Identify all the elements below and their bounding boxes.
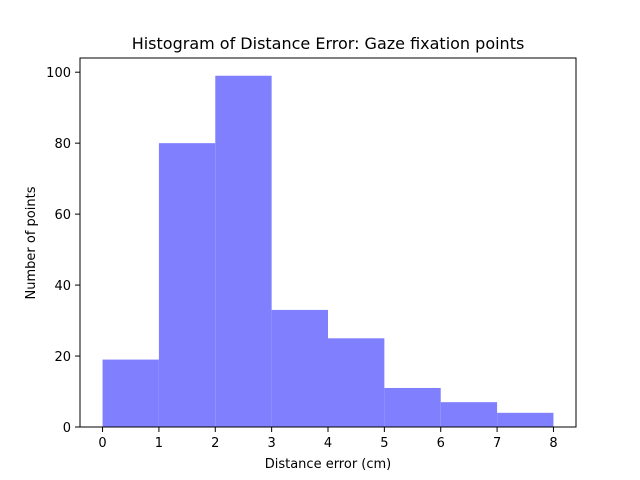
x-tick-label-6: 6 <box>437 436 445 451</box>
x-axis-ticks: 0 1 2 3 4 5 6 7 8 <box>98 427 558 451</box>
bar-7 <box>497 412 554 427</box>
bar-3 <box>271 309 328 427</box>
bars-group <box>102 75 554 427</box>
x-tick-label-7: 7 <box>493 436 501 451</box>
y-axis-label: Number of points <box>24 186 39 299</box>
bar-6 <box>440 402 498 427</box>
x-tick-label-0: 0 <box>98 436 106 451</box>
chart-title: Histogram of Distance Error: Gaze fixati… <box>132 34 525 53</box>
y-tick-label-5: 100 <box>46 66 71 81</box>
bar-4 <box>328 338 385 427</box>
bar-2 <box>215 75 272 427</box>
x-tick-label-3: 3 <box>267 436 275 451</box>
y-tick-label-0: 0 <box>63 421 71 436</box>
x-tick-label-2: 2 <box>211 436 219 451</box>
x-tick-label-5: 5 <box>380 436 388 451</box>
bar-0 <box>102 359 159 427</box>
x-tick-label-1: 1 <box>155 436 163 451</box>
x-axis-label: Distance error (cm) <box>265 457 392 472</box>
bar-5 <box>384 387 441 427</box>
plot-frame <box>79 57 577 428</box>
y-axis-ticks: 0 20 40 60 80 100 <box>46 66 80 436</box>
y-tick-label-4: 80 <box>54 137 71 152</box>
bar-1 <box>158 143 216 427</box>
y-tick-label-2: 40 <box>54 279 71 294</box>
y-tick-label-1: 20 <box>54 350 71 365</box>
y-tick-label-3: 60 <box>54 208 71 223</box>
x-tick-label-4: 4 <box>324 436 332 451</box>
x-tick-label-8: 8 <box>549 436 557 451</box>
